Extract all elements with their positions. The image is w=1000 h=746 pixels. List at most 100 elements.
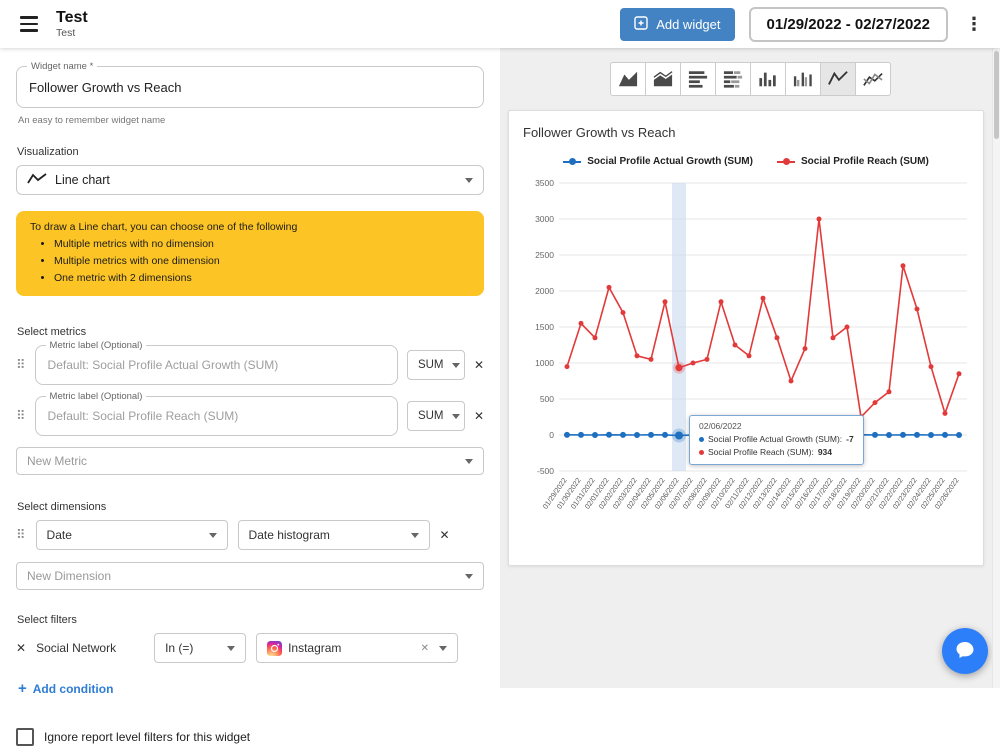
aggregation-select[interactable]: SUM [407, 401, 465, 431]
clear-filter-value-icon[interactable]: ✕ [421, 643, 429, 654]
dimension-value: Date [47, 528, 72, 542]
tooltip-date: 02/06/2022 [699, 421, 854, 431]
filter-field-label: Social Network [36, 641, 144, 655]
filter-row: ✕ Social Network In (=) Inst [16, 633, 484, 663]
metric-label-field: Metric label (Optional) [35, 396, 398, 436]
add-widget-button[interactable]: Add widget [620, 8, 734, 41]
chart-type-toolbar [508, 62, 992, 96]
bar-chart-type-button[interactable] [680, 62, 716, 96]
chart-title: Follower Growth vs Reach [523, 125, 969, 140]
chevron-down-icon [227, 646, 235, 651]
ignore-filters-row[interactable]: Ignore report level filters for this wid… [16, 728, 484, 746]
filter-value: Instagram [288, 641, 341, 655]
chevron-down-icon [452, 363, 460, 368]
chevron-down-icon [209, 533, 217, 538]
top-bar: Test Test Add widget 01/29/2022 - 02/27/… [0, 0, 1000, 48]
ignore-filters-label: Ignore report level filters for this wid… [44, 730, 250, 744]
multi-line-chart-type-button[interactable] [855, 62, 891, 96]
metric-label-input[interactable] [36, 397, 397, 435]
add-condition-button[interactable]: + Add condition [18, 681, 113, 696]
aggregation-select[interactable]: SUM [407, 350, 465, 380]
drag-handle-icon[interactable]: ⠿ [16, 358, 26, 373]
chevron-down-icon [439, 646, 447, 651]
chevron-down-icon [465, 459, 473, 464]
remove-metric-icon[interactable]: ✕ [474, 409, 484, 423]
chat-icon [953, 638, 977, 665]
metric-label-input[interactable] [36, 346, 397, 384]
add-widget-label: Add widget [656, 17, 720, 32]
widget-editor-panel: Widget name * An easy to remember widget… [0, 48, 500, 688]
page-title: Test [56, 9, 88, 27]
hint-item: One metric with 2 dimensions [54, 270, 470, 287]
chevron-down-icon [411, 533, 419, 538]
select-metrics-label: Select metrics [17, 326, 484, 338]
svg-text:2500: 2500 [535, 250, 554, 260]
operator-value: In (=) [165, 641, 193, 655]
column-chart-type-button[interactable] [750, 62, 786, 96]
svg-text:2000: 2000 [535, 286, 554, 296]
window-scrollbar[interactable] [992, 48, 1000, 688]
drag-handle-icon[interactable]: ⠿ [16, 528, 26, 543]
metric-label-field: Metric label (Optional) [35, 345, 398, 385]
widget-name-helper: An easy to remember widget name [18, 115, 484, 126]
tooltip-dot-0 [699, 437, 704, 442]
tooltip-dot-1 [699, 450, 704, 455]
chevron-down-icon [465, 178, 473, 183]
grouped-column-chart-type-button[interactable] [785, 62, 821, 96]
date-histogram-select[interactable]: Date histogram [238, 520, 430, 550]
visualization-value: Line chart [55, 173, 110, 187]
legend-marker-1 [777, 161, 795, 163]
remove-filter-icon[interactable]: ✕ [16, 641, 26, 655]
chart-card: Follower Growth vs Reach Social Profile … [508, 110, 984, 566]
svg-text:1000: 1000 [535, 358, 554, 368]
legend-marker-0 [563, 161, 581, 163]
remove-dimension-icon[interactable]: ✕ [440, 528, 450, 542]
hint-item: Multiple metrics with no dimension [54, 236, 470, 253]
hint-box: To draw a Line chart, you can choose one… [16, 211, 484, 296]
add-condition-label: Add condition [33, 682, 114, 696]
svg-text:500: 500 [540, 394, 554, 404]
remove-metric-icon[interactable]: ✕ [474, 358, 484, 372]
chart-preview-panel: Follower Growth vs Reach Social Profile … [500, 48, 1000, 688]
plus-icon: + [18, 681, 27, 696]
chevron-down-icon [465, 574, 473, 579]
chart-legend: Social Profile Actual Growth (SUM) Socia… [523, 156, 969, 167]
metric-row: ⠿ Metric label (Optional) SUM ✕ [16, 396, 484, 436]
svg-text:0: 0 [549, 430, 554, 440]
new-dimension-select[interactable]: New Dimension [16, 562, 484, 590]
line-chart-plot[interactable]: -500050010001500200025003000350001/29/20… [523, 173, 969, 533]
chevron-down-icon [452, 414, 460, 419]
kebab-menu-icon[interactable]: ⋮ [962, 14, 986, 35]
stacked-bar-chart-type-button[interactable] [715, 62, 751, 96]
stacked-area-chart-type-button[interactable] [645, 62, 681, 96]
svg-text:3000: 3000 [535, 214, 554, 224]
svg-text:3500: 3500 [535, 178, 554, 188]
scrollbar-thumb[interactable] [994, 51, 999, 139]
line-chart-type-button[interactable] [820, 62, 856, 96]
widget-name-label: Widget name * [27, 61, 97, 72]
chart-tooltip: 02/06/2022 Social Profile Actual Growth … [689, 415, 864, 465]
widget-name-input[interactable] [17, 67, 483, 107]
instagram-icon [267, 641, 282, 656]
svg-text:-500: -500 [537, 466, 554, 476]
chat-bubble-button[interactable] [942, 628, 988, 674]
area-chart-type-button[interactable] [610, 62, 646, 96]
title-block: Test Test [56, 9, 88, 39]
visualization-label: Visualization [17, 146, 484, 158]
tooltip-value: 934 [818, 446, 832, 459]
ignore-filters-checkbox[interactable] [16, 728, 34, 746]
date-range-picker[interactable]: 01/29/2022 - 02/27/2022 [749, 7, 948, 42]
filter-operator-select[interactable]: In (=) [154, 633, 246, 663]
filter-value-select[interactable]: Instagram ✕ [256, 633, 458, 663]
new-metric-select[interactable]: New Metric [16, 447, 484, 475]
visualization-select[interactable]: Line chart [16, 165, 484, 195]
drag-handle-icon[interactable]: ⠿ [16, 409, 26, 424]
legend-label: Social Profile Reach (SUM) [801, 156, 929, 167]
legend-item-growth[interactable]: Social Profile Actual Growth (SUM) [563, 156, 753, 167]
menu-icon[interactable] [14, 10, 44, 37]
aggregation-value: SUM [418, 410, 444, 422]
hint-list: Multiple metrics with no dimension Multi… [30, 236, 470, 286]
add-widget-icon [634, 16, 648, 33]
legend-item-reach[interactable]: Social Profile Reach (SUM) [777, 156, 929, 167]
dimension-select[interactable]: Date [36, 520, 228, 550]
